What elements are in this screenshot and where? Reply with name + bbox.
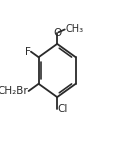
Text: F: F: [24, 47, 30, 57]
Text: CH₂Br: CH₂Br: [0, 86, 28, 96]
Text: O: O: [53, 28, 61, 38]
Text: CH₃: CH₃: [65, 24, 83, 34]
Text: Cl: Cl: [57, 104, 67, 114]
